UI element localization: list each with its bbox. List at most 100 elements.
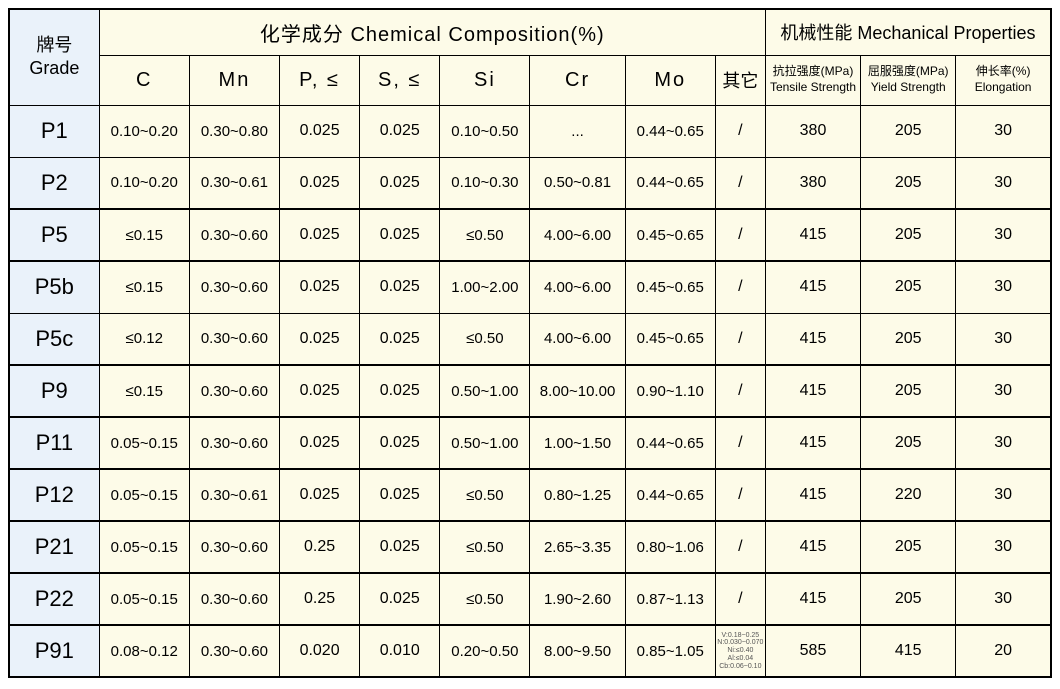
mn-cell: 0.30~0.60	[189, 365, 279, 417]
el-cell: 30	[956, 105, 1051, 157]
cr-cell: 0.80~1.25	[530, 469, 625, 521]
table-row: P5c≤0.120.30~0.600.0250.025≤0.504.00~6.0…	[9, 313, 1051, 365]
mo-cell: 0.44~0.65	[625, 469, 715, 521]
si-cell: ≤0.50	[440, 469, 530, 521]
p-cell: 0.25	[280, 521, 360, 573]
c-cell: ≤0.15	[99, 365, 189, 417]
col-c: C	[99, 55, 189, 105]
si-cell: ≤0.50	[440, 573, 530, 625]
s-cell: 0.025	[360, 313, 440, 365]
ts-cell: 380	[765, 105, 860, 157]
el-cell: 30	[956, 469, 1051, 521]
p-cell: 0.025	[280, 469, 360, 521]
s-cell: 0.025	[360, 417, 440, 469]
grade-cell: P12	[9, 469, 99, 521]
other-cell: /	[715, 313, 765, 365]
p-cell: 0.025	[280, 313, 360, 365]
grade-en: Grade	[29, 58, 79, 78]
s-cell: 0.025	[360, 157, 440, 209]
el-cell: 20	[956, 625, 1051, 677]
el-cell: 30	[956, 209, 1051, 261]
si-cell: ≤0.50	[440, 313, 530, 365]
c-cell: 0.05~0.15	[99, 469, 189, 521]
mo-cell: 0.44~0.65	[625, 157, 715, 209]
other-cell: /	[715, 157, 765, 209]
grade-cn: 牌号	[36, 35, 72, 55]
p-cell: 0.025	[280, 105, 360, 157]
mo-cell: 0.45~0.65	[625, 209, 715, 261]
mo-cell: 0.45~0.65	[625, 313, 715, 365]
si-cell: 0.50~1.00	[440, 365, 530, 417]
table-row: P5b≤0.150.30~0.600.0250.0251.00~2.004.00…	[9, 261, 1051, 313]
p-cell: 0.025	[280, 157, 360, 209]
cr-cell: 1.00~1.50	[530, 417, 625, 469]
ys-cell: 205	[861, 261, 956, 313]
ts-cell: 415	[765, 521, 860, 573]
cr-cell: 0.50~0.81	[530, 157, 625, 209]
c-cell: 0.05~0.15	[99, 573, 189, 625]
mn-cell: 0.30~0.60	[189, 417, 279, 469]
c-cell: ≤0.15	[99, 209, 189, 261]
ys-cell: 205	[861, 417, 956, 469]
ts-cell: 415	[765, 209, 860, 261]
ts-cell: 380	[765, 157, 860, 209]
c-cell: 0.08~0.12	[99, 625, 189, 677]
grade-cell: P22	[9, 573, 99, 625]
p-cell: 0.25	[280, 573, 360, 625]
grade-cell: P2	[9, 157, 99, 209]
cr-cell: ...	[530, 105, 625, 157]
mn-cell: 0.30~0.60	[189, 625, 279, 677]
other-cell: /	[715, 261, 765, 313]
grade-cell: P21	[9, 521, 99, 573]
s-cell: 0.025	[360, 105, 440, 157]
ys-cell: 205	[861, 521, 956, 573]
mo-cell: 0.45~0.65	[625, 261, 715, 313]
ts-cell: 585	[765, 625, 860, 677]
c-cell: ≤0.12	[99, 313, 189, 365]
c-cell: ≤0.15	[99, 261, 189, 313]
si-cell: ≤0.50	[440, 209, 530, 261]
mn-cell: 0.30~0.61	[189, 469, 279, 521]
table-row: P9≤0.150.30~0.600.0250.0250.50~1.008.00~…	[9, 365, 1051, 417]
mn-cell: 0.30~0.60	[189, 209, 279, 261]
grade-cell: P5b	[9, 261, 99, 313]
mo-cell: 0.44~0.65	[625, 417, 715, 469]
grade-cell: P5c	[9, 313, 99, 365]
el-cell: 30	[956, 261, 1051, 313]
other-cell: /	[715, 209, 765, 261]
mn-cell: 0.30~0.60	[189, 521, 279, 573]
si-cell: 0.20~0.50	[440, 625, 530, 677]
col-p: P, ≤	[280, 55, 360, 105]
cr-cell: 8.00~10.00	[530, 365, 625, 417]
table-row: P210.05~0.150.30~0.600.250.025≤0.502.65~…	[9, 521, 1051, 573]
other-cell: /	[715, 469, 765, 521]
mo-cell: 0.90~1.10	[625, 365, 715, 417]
el-cell: 30	[956, 157, 1051, 209]
table-row: P20.10~0.200.30~0.610.0250.0250.10~0.300…	[9, 157, 1051, 209]
col-mn: Mn	[189, 55, 279, 105]
c-cell: 0.05~0.15	[99, 417, 189, 469]
table-body: P10.10~0.200.30~0.800.0250.0250.10~0.50.…	[9, 105, 1051, 677]
ys-cell: 205	[861, 209, 956, 261]
el-cell: 30	[956, 417, 1051, 469]
grade-cell: P1	[9, 105, 99, 157]
col-group-chem: 化学成分 Chemical Composition(%)	[99, 9, 765, 55]
s-cell: 0.025	[360, 209, 440, 261]
col-group-mech: 机械性能 Mechanical Properties	[765, 9, 1051, 55]
p-cell: 0.025	[280, 261, 360, 313]
mn-cell: 0.30~0.61	[189, 157, 279, 209]
cr-cell: 4.00~6.00	[530, 313, 625, 365]
mn-cell: 0.30~0.60	[189, 261, 279, 313]
table-row: P910.08~0.120.30~0.600.0200.0100.20~0.50…	[9, 625, 1051, 677]
spec-table: 牌号 Grade 化学成分 Chemical Composition(%) 机械…	[8, 8, 1052, 678]
cr-cell: 2.65~3.35	[530, 521, 625, 573]
ys-cell: 220	[861, 469, 956, 521]
si-cell: 1.00~2.00	[440, 261, 530, 313]
cr-cell: 8.00~9.50	[530, 625, 625, 677]
col-cr: Cr	[530, 55, 625, 105]
other-cell: /	[715, 417, 765, 469]
col-si: Si	[440, 55, 530, 105]
ys-cell: 205	[861, 573, 956, 625]
si-cell: 0.50~1.00	[440, 417, 530, 469]
col-s: S, ≤	[360, 55, 440, 105]
